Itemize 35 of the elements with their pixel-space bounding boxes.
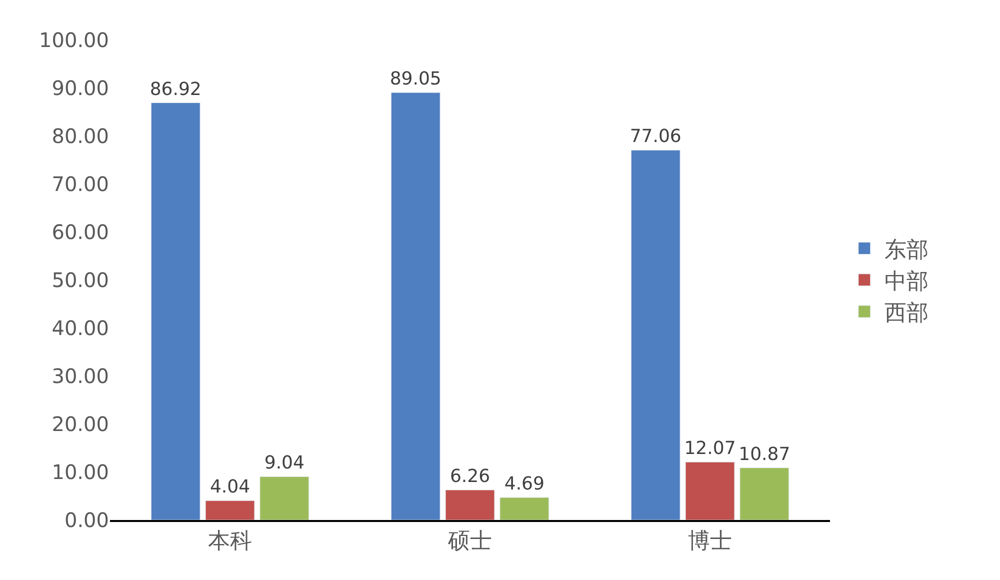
bar xyxy=(205,500,255,520)
bar xyxy=(685,462,735,520)
legend-label: 中部 xyxy=(884,269,928,294)
y-tick-label: 10.00 xyxy=(52,460,109,484)
bar xyxy=(500,497,550,520)
y-tick-label: 50.00 xyxy=(52,268,109,292)
data-label: 89.05 xyxy=(390,68,442,90)
legend-label: 西部 xyxy=(884,301,928,326)
bar xyxy=(740,468,790,520)
y-tick-label: 20.00 xyxy=(52,412,109,436)
bar xyxy=(390,92,440,520)
data-label: 77.06 xyxy=(630,126,682,148)
y-tick-label: 40.00 xyxy=(52,316,109,340)
data-label: 86.92 xyxy=(150,78,202,100)
data-label: 10.87 xyxy=(738,444,790,465)
data-label: 12.07 xyxy=(684,438,736,460)
y-tick-label: 80.00 xyxy=(52,124,109,148)
legend-label: 东部 xyxy=(884,238,928,263)
bar xyxy=(445,490,495,520)
bar xyxy=(150,102,200,520)
y-tick-label: 70.00 xyxy=(52,172,109,196)
y-tick-label: 100.00 xyxy=(39,28,109,52)
y-tick-label: 60.00 xyxy=(52,220,109,244)
data-label: 6.26 xyxy=(450,466,490,487)
x-tick-label: 硕士 xyxy=(447,529,492,554)
data-label: 4.04 xyxy=(210,476,250,498)
x-tick-label: 博士 xyxy=(688,529,732,554)
y-tick-label: 30.00 xyxy=(52,364,109,388)
data-label: 9.04 xyxy=(264,452,304,474)
x-tick-label: 本科 xyxy=(208,529,252,554)
bar xyxy=(630,150,680,520)
y-tick-label: 90.00 xyxy=(52,76,109,100)
bar xyxy=(260,476,310,520)
y-tick-label: 0.00 xyxy=(64,508,109,532)
data-label: 4.69 xyxy=(504,473,544,494)
